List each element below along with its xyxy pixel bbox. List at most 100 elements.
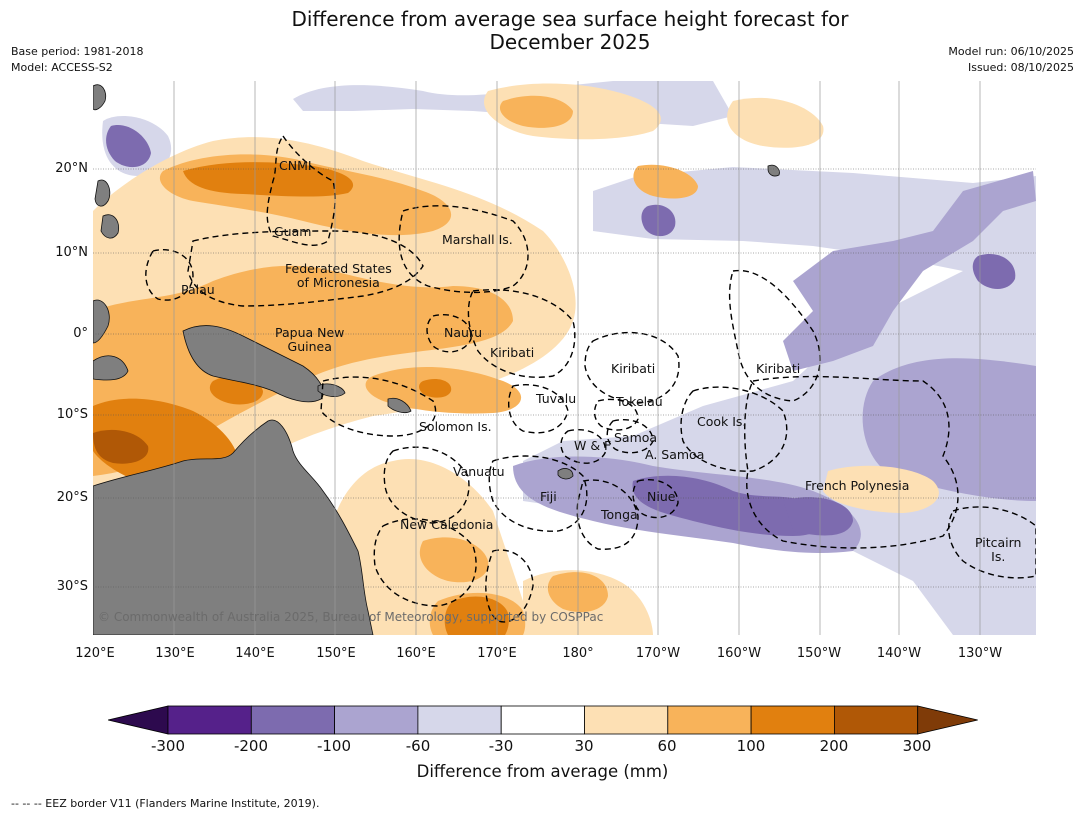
eez-fiji — [488, 455, 588, 532]
anomaly-shading — [93, 81, 1036, 635]
label-micronesia: Federated States of Micronesia — [285, 261, 392, 290]
colorbar-segment — [167, 705, 252, 735]
anomaly-negative-region — [783, 171, 1036, 371]
label-solomon-islands: Solomon Is. — [419, 419, 492, 434]
label-kiribati-west: Kiribati — [490, 345, 535, 360]
label-palau: Palau — [181, 282, 215, 297]
label-samoa: Samoa — [614, 430, 658, 445]
colorbar-tick-label: -30 — [488, 737, 514, 755]
anomaly-positive-region — [444, 596, 509, 635]
colorbar-tick-label: -200 — [233, 737, 269, 755]
label-tuvalu: Tuvalu — [536, 391, 577, 406]
fiji — [557, 468, 574, 480]
anomaly-negative-region — [106, 125, 151, 168]
label-pitcairn: Pitcairn Is. — [975, 535, 1022, 564]
label-cook-islands: Cook Is. — [697, 414, 747, 429]
eez-tonga — [576, 479, 639, 550]
lon-label-170w: 170°W — [635, 646, 681, 661]
eez-cnmi — [266, 134, 336, 246]
lon-label-160e: 160°E — [396, 646, 436, 661]
anomaly-positive-region — [499, 95, 573, 128]
anomaly-negative-region — [862, 358, 1036, 501]
lat-label-20n: 20°N — [55, 161, 88, 176]
map-svg — [93, 81, 1036, 635]
anomaly-positive-region — [727, 97, 824, 148]
colorbar-segment — [834, 705, 919, 735]
colorbar-tick-label: -60 — [405, 737, 431, 755]
solomon-islands — [387, 397, 412, 414]
lon-label-150w: 150°W — [796, 646, 842, 661]
lat-label-30s: 30°S — [56, 579, 88, 594]
colorbar-tick-label: 300 — [902, 737, 932, 755]
eez-solomon — [320, 376, 437, 437]
lat-label-20s: 20°S — [56, 490, 88, 505]
label-kiribati-east: Kiribati — [756, 361, 801, 376]
eez-kermadec — [485, 549, 534, 623]
anomaly-positive-region — [419, 379, 452, 398]
indonesia-sulawesi — [93, 355, 129, 381]
eez-kiribati-phoenix — [584, 331, 680, 404]
label-papua-new-guinea: Papua New Guinea — [275, 325, 345, 354]
lon-label-140w: 140°W — [876, 646, 922, 661]
colorbar-segments — [108, 705, 978, 735]
anomaly-negative-region — [972, 253, 1016, 289]
colorbar-tick-label: 100 — [736, 737, 766, 755]
anomaly-positive-region — [183, 162, 354, 197]
base-period: Base period: 1981-2018 — [11, 45, 144, 58]
anomaly-negative-region — [783, 497, 853, 536]
eez-kiribati-line — [728, 269, 821, 402]
model-run-date: Model run: 06/10/2025 — [948, 45, 1074, 58]
label-guam: Guam — [274, 224, 312, 239]
eez-marshall — [398, 205, 529, 294]
eez-new-caledonia — [373, 518, 477, 607]
eez-samoa — [606, 419, 654, 454]
map-panel: CNMI Guam Marshall Is. Federated States … — [93, 81, 1036, 635]
colorbar-tick-label: 30 — [574, 737, 594, 755]
colorbar-title: Difference from average (mm) — [416, 762, 669, 781]
colorbar-tick-label: -300 — [150, 737, 186, 755]
lon-label-130w: 130°W — [957, 646, 1003, 661]
eez-vanuatu — [383, 446, 470, 524]
copyright-notice: © Commonwealth of Australia 2025, Bureau… — [98, 610, 604, 624]
anomaly-positive-region — [419, 537, 489, 583]
lon-label-120e: 120°E — [75, 646, 115, 661]
label-kiribati-central: Kiribati — [611, 361, 656, 376]
colorbar-segment — [417, 705, 502, 735]
run-info-right: Model run: 06/10/2025 Issued: 08/10/2025 — [948, 44, 1074, 76]
graticule — [93, 168, 1036, 588]
label-new-caledonia: New Caledonia — [400, 517, 494, 532]
indonesia-west — [93, 299, 110, 344]
eez-border-note: -- -- -- EEZ border V11 (Flanders Marine… — [11, 797, 320, 810]
eez-micronesia — [187, 230, 424, 307]
lat-label-0: 0° — [73, 326, 88, 341]
lon-label-160w: 160°W — [716, 646, 762, 661]
colorbar-segment — [667, 705, 752, 735]
model-name: Model: ACCESS-S2 — [11, 61, 113, 74]
label-french-polynesia: French Polynesia — [805, 478, 910, 493]
philippines — [93, 84, 120, 239]
eez-french-polynesia — [744, 375, 959, 549]
anomaly-positive-region — [633, 164, 698, 199]
lon-label-130e: 130°E — [155, 646, 195, 661]
eez-pitcairn — [947, 506, 1036, 579]
anomaly-positive-region — [823, 465, 939, 513]
label-tokelau: Tokelau — [616, 394, 663, 409]
map-title: Difference from average sea surface heig… — [291, 7, 849, 54]
eez-tokelau — [593, 398, 639, 431]
hawaii — [767, 164, 780, 177]
eez-cook — [680, 386, 788, 472]
meridians — [173, 81, 981, 635]
new-guinea — [182, 325, 324, 403]
issued-date: Issued: 08/10/2025 — [967, 61, 1074, 74]
lon-label-150e: 150°E — [316, 646, 356, 661]
lon-label-170e: 170°E — [477, 646, 517, 661]
label-marshall-islands: Marshall Is. — [442, 232, 513, 247]
lon-label-180: 180° — [562, 646, 594, 661]
label-nauru: Nauru — [444, 325, 482, 340]
eez-kiribati-gilberts — [467, 289, 576, 378]
label-niue: Niue — [647, 489, 676, 504]
land — [93, 84, 780, 635]
lon-label-140e: 140°E — [235, 646, 275, 661]
run-info-left: Base period: 1981-2018 Model: ACCESS-S2 — [11, 44, 143, 76]
anomaly-negative-region — [632, 475, 824, 536]
